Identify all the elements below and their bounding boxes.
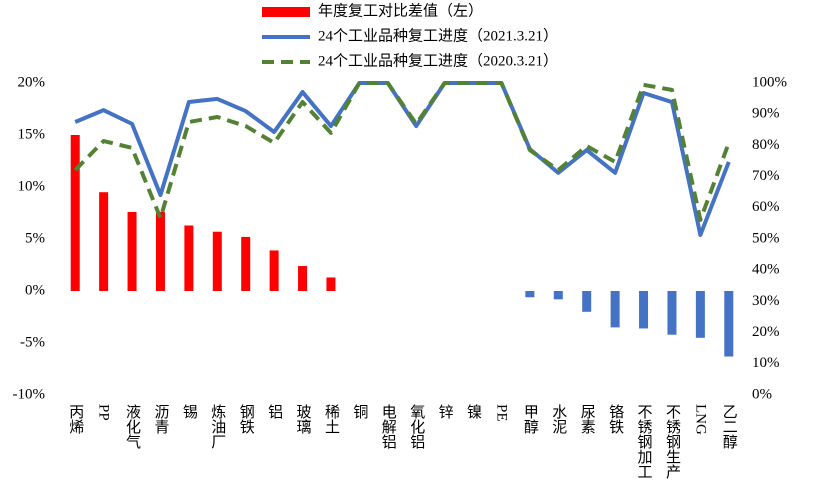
bar [212, 231, 222, 291]
x-tick-label: 铜 [351, 404, 368, 420]
legend-label: 24个工业品种复工进度（2020.3.21） [318, 51, 558, 69]
bar [155, 211, 165, 291]
bar [695, 291, 705, 338]
x-tick-label: 丙烯 [67, 404, 84, 434]
y-tick-label: 20% [18, 74, 46, 90]
bar [241, 236, 251, 291]
y-tick-label: 15% [18, 126, 46, 142]
y2-tick-label: 100% [752, 74, 787, 90]
bar [553, 291, 563, 300]
bar [99, 192, 109, 291]
x-tick-label: 炼油厂 [209, 404, 226, 449]
y2-tick-label: 10% [752, 355, 780, 371]
bar [326, 277, 336, 291]
x-tick-label: 液化气 [124, 404, 141, 449]
x-tick-label: 氧化铝 [408, 404, 425, 449]
x-tick-label: 水泥 [550, 404, 567, 435]
x-tick-label: 稀土 [323, 404, 340, 434]
x-tick-label: 甲醇 [522, 404, 539, 434]
y-tick-label: 10% [18, 178, 46, 194]
y2-tick-label: 60% [752, 199, 780, 215]
bar [298, 266, 308, 291]
line [73, 81, 731, 222]
bar [582, 291, 592, 312]
bar [184, 225, 194, 291]
y-tick-label: -10% [13, 386, 46, 402]
x-tick-label: LNG [692, 404, 708, 435]
y-tick-label: -5% [20, 334, 45, 350]
y2-tick-label: 50% [752, 230, 780, 246]
bar [724, 291, 734, 357]
y2-tick-label: 0% [752, 386, 772, 402]
x-tick-label: 钢铁 [238, 404, 255, 434]
x-tick-label: 锌 [437, 404, 454, 419]
bar [127, 211, 137, 291]
bar [70, 135, 80, 291]
x-tick-label: 电解铝 [380, 404, 397, 449]
y-tick-label: 5% [25, 230, 45, 246]
legend-swatch [262, 7, 310, 17]
y2-tick-label: 80% [752, 137, 780, 153]
y2-tick-label: 20% [752, 324, 780, 340]
y2-tick-label: 70% [752, 168, 780, 184]
x-tick-label: 沥青 [152, 404, 169, 434]
bar [269, 250, 279, 291]
x-tick-label: PE [493, 404, 509, 422]
x-tick-label: 锡 [181, 404, 198, 419]
x-tick-label: 镍 [465, 403, 482, 419]
x-tick-label: 不锈钢加工 [636, 404, 653, 479]
bar [610, 291, 620, 328]
x-tick-label: 铬铁 [607, 404, 624, 434]
y-tick-label: 0% [25, 282, 45, 298]
legend-label: 年度复工对比差值（左） [318, 1, 483, 19]
x-tick-label: 玻璃 [295, 404, 312, 434]
y2-tick-label: 30% [752, 293, 780, 309]
y2-tick-label: 40% [752, 262, 780, 278]
bar [525, 291, 535, 298]
x-tick-label: 不锈钢生产 [664, 404, 681, 479]
x-tick-label: 铝 [266, 404, 283, 419]
bar [639, 291, 649, 329]
x-tick-label: PP [96, 404, 112, 421]
x-tick-label: 乙二醇 [721, 404, 738, 449]
x-tick-label: 尿素 [579, 404, 596, 434]
y2-tick-label: 90% [752, 106, 780, 122]
bar [667, 291, 677, 335]
legend-label: 24个工业品种复工进度（2021.3.21） [318, 26, 558, 44]
